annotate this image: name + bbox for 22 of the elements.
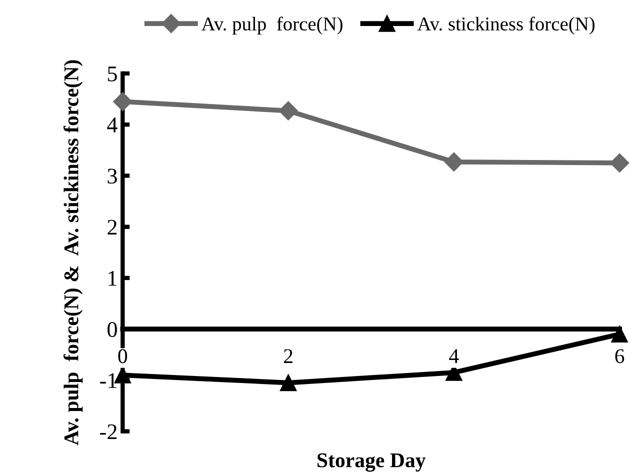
y-tick-label: 3 (108, 168, 117, 184)
point (278, 101, 298, 120)
point (280, 374, 297, 392)
legend-label: Av. stickiness force(N) (417, 16, 595, 34)
x-tick-label: 0 (118, 349, 128, 364)
y-tick-label: 0 (108, 322, 117, 338)
y-axis-title: Av. pulp force(N) & Av. stickiness force(N) (64, 60, 83, 446)
y-tick-label: -1 (100, 373, 116, 388)
legend-label: Av. pulp force(N) (201, 16, 342, 34)
y-tick-label: 2 (108, 220, 117, 235)
y-tick-label: 1 (108, 271, 116, 286)
point (610, 153, 629, 172)
point (611, 326, 628, 343)
x-tick-label: 6 (615, 349, 624, 364)
x-tick-label: 2 (284, 349, 292, 363)
y-tick-label: 4 (107, 118, 118, 132)
y-tick-label: 5 (108, 66, 117, 82)
y-tick-label: -2 (100, 424, 117, 440)
point (444, 152, 464, 172)
point (113, 92, 132, 112)
x-tick-label: 4 (449, 349, 459, 363)
x-axis-title: Storage Day (318, 453, 426, 472)
